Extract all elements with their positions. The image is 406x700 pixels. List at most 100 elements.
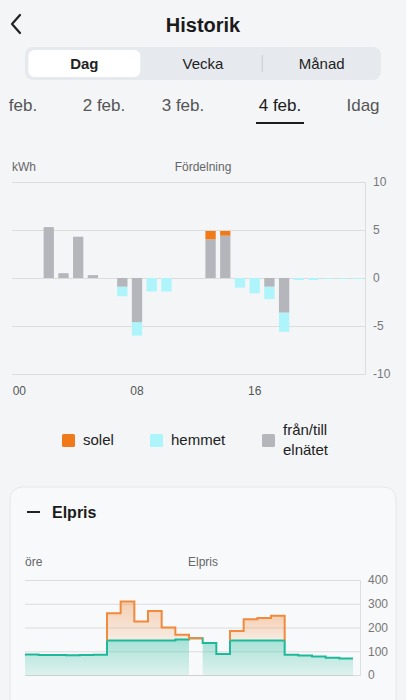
axis-line xyxy=(13,374,366,375)
y-tick-label: 10 xyxy=(373,175,387,189)
bar xyxy=(308,278,318,280)
bar xyxy=(205,231,215,240)
plot xyxy=(25,601,353,675)
tab-bar xyxy=(25,47,381,80)
tab[interactable]: Vecka xyxy=(183,55,225,72)
grid-line xyxy=(12,374,365,375)
bar xyxy=(352,278,362,280)
bar xyxy=(102,278,112,279)
x-tick-label: 08 xyxy=(130,384,144,398)
bar xyxy=(132,322,142,335)
bar xyxy=(161,278,171,291)
bar xyxy=(29,278,39,279)
grid-line xyxy=(12,326,365,327)
chart-title: Fördelning xyxy=(175,160,232,174)
panel xyxy=(10,487,396,700)
y-tick-label: -10 xyxy=(373,367,391,381)
y-tick-label: 400 xyxy=(368,573,388,587)
legend-swatch xyxy=(262,434,275,447)
bar xyxy=(102,278,112,279)
bar xyxy=(44,227,54,278)
y-tick-label: 300 xyxy=(368,597,388,611)
bar xyxy=(14,278,24,279)
y-tick: -10 xyxy=(12,367,391,381)
bar xyxy=(176,278,186,279)
area xyxy=(25,638,353,675)
date-underline xyxy=(256,122,304,124)
legend-label: hemmet xyxy=(171,431,226,448)
y-tick-label: 0 xyxy=(373,271,380,285)
y-tick: 200 xyxy=(25,621,388,635)
page-title: Historik xyxy=(166,14,241,36)
grid-line xyxy=(25,628,360,629)
grid-line xyxy=(25,651,360,652)
bar xyxy=(352,278,362,279)
legend: solelhemmetfrån/tillelnätet xyxy=(62,421,329,458)
y-tick-label: -5 xyxy=(373,319,384,333)
tab-selected[interactable] xyxy=(28,50,140,77)
tab[interactable]: Dag xyxy=(70,55,98,72)
axis-title: kWh xyxy=(12,160,36,174)
date-item[interactable]: 4 feb. xyxy=(259,96,302,115)
date-item[interactable]: Idag xyxy=(346,96,379,115)
bar xyxy=(235,278,245,288)
bar xyxy=(147,278,157,291)
axis-line xyxy=(26,675,354,676)
back-button[interactable] xyxy=(12,15,20,33)
area xyxy=(107,601,203,640)
bar xyxy=(264,278,274,287)
bar xyxy=(294,278,304,280)
bars xyxy=(44,227,363,335)
date-item[interactable]: 3 feb. xyxy=(162,96,205,115)
bar xyxy=(323,278,333,280)
y-tick-label: 100 xyxy=(368,645,388,659)
area xyxy=(230,616,285,641)
x-tick-label: 16 xyxy=(248,384,262,398)
chart-title: Elpris xyxy=(188,555,218,569)
grid-line xyxy=(12,278,365,279)
bar xyxy=(147,278,157,279)
bar xyxy=(191,278,201,279)
legend-swatch xyxy=(150,434,163,447)
bar xyxy=(323,278,333,279)
axis-title: öre xyxy=(25,555,43,569)
bar xyxy=(338,278,348,280)
bar xyxy=(352,278,362,279)
x-axis xyxy=(26,675,354,676)
bar xyxy=(117,287,127,297)
price-line xyxy=(107,601,203,640)
bar xyxy=(191,278,201,279)
y-tick-label: 200 xyxy=(368,621,388,635)
bar xyxy=(102,278,112,279)
bar xyxy=(58,273,68,278)
bar xyxy=(73,237,83,278)
price-line xyxy=(25,638,353,658)
bar xyxy=(323,278,333,279)
collapse-button[interactable] xyxy=(27,511,40,513)
x-axis: 00 08 16 xyxy=(13,374,366,398)
tab-divider xyxy=(262,55,263,72)
bar xyxy=(88,275,98,278)
x-tick: 00 xyxy=(13,374,27,398)
bar xyxy=(279,278,289,313)
bar xyxy=(132,278,142,322)
grid-line xyxy=(25,604,360,605)
y-tick-label: 0 xyxy=(368,668,375,682)
date-item[interactable]: feb. xyxy=(9,96,37,115)
bar xyxy=(205,240,215,278)
bar xyxy=(176,278,186,279)
bar xyxy=(264,287,274,299)
price-line xyxy=(230,616,285,641)
y-tick-label: 5 xyxy=(373,223,380,237)
date-item[interactable]: 2 feb. xyxy=(83,96,126,115)
bar xyxy=(220,231,230,236)
grid-line xyxy=(25,675,360,676)
y-tick: 10 xyxy=(12,175,387,189)
panel-title: Elpris xyxy=(52,504,97,521)
tab[interactable]: Månad xyxy=(299,55,345,72)
bar xyxy=(117,278,127,287)
bar xyxy=(14,278,24,279)
y-tick: 5 xyxy=(12,223,380,237)
y-tick: -5 xyxy=(12,319,384,333)
y-tick: 0 xyxy=(12,271,380,285)
